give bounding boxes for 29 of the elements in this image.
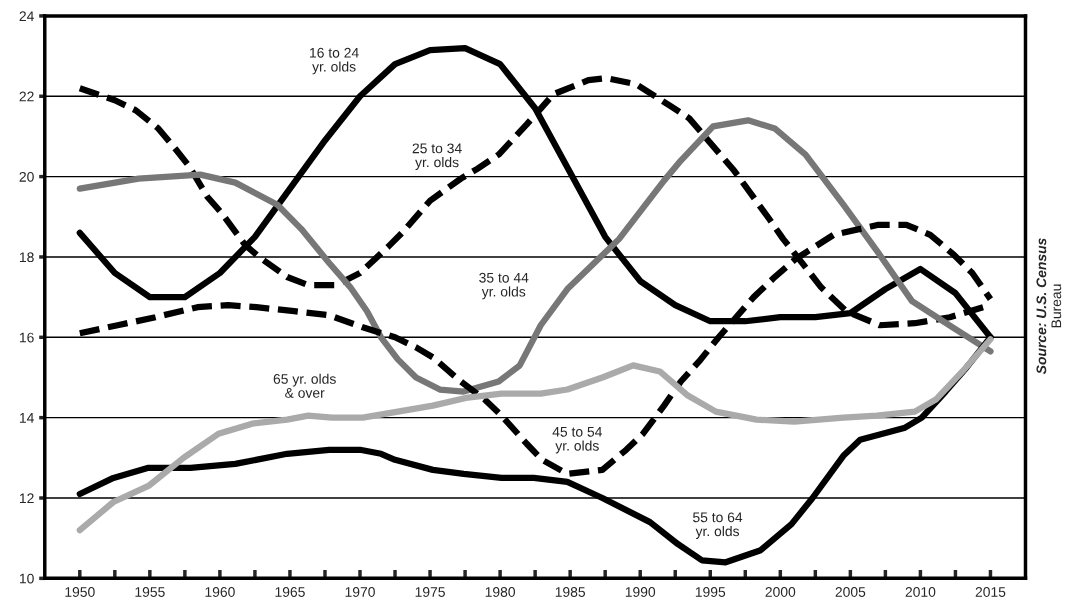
series-label: 16 to 24 yr. olds xyxy=(310,47,359,75)
series-label: 35 to 44 yr. olds xyxy=(479,272,529,300)
source-note: Source: U.S. Census Bureau xyxy=(1036,238,1062,375)
y-tick-label: 24 xyxy=(19,11,34,21)
y-tick-label: 18 xyxy=(19,252,34,263)
x-tick-label: 1980 xyxy=(485,587,516,597)
x-tick-label: 1970 xyxy=(345,587,375,597)
series-label: 65 yr. olds & over xyxy=(273,373,336,398)
x-tick-label: 1950 xyxy=(65,587,95,597)
y-tick-label: 16 xyxy=(19,332,34,343)
x-tick-label: 1985 xyxy=(555,587,586,597)
x-tick-label: 1995 xyxy=(695,587,726,597)
y-tick-label: 14 xyxy=(19,413,34,423)
x-tick-label: 1960 xyxy=(205,587,235,597)
x-tick-label: 2000 xyxy=(765,587,796,597)
x-tick-label: 2015 xyxy=(975,587,1006,597)
series-label: 25 to 34 yr. olds xyxy=(412,143,462,170)
series-label: 45 to 54 yr. olds xyxy=(552,427,602,454)
y-tick-label: 10 xyxy=(19,573,34,584)
x-tick-label: 1965 xyxy=(275,587,305,597)
x-tick-label: 2010 xyxy=(905,587,936,597)
y-tick-label: 20 xyxy=(19,171,34,182)
x-tick-label: 1975 xyxy=(415,587,445,597)
y-tick-label: 22 xyxy=(19,91,34,102)
x-tick-label: 1990 xyxy=(625,587,656,597)
x-tick-label: 1955 xyxy=(135,587,165,597)
x-tick-label: 2005 xyxy=(835,587,866,597)
series-label: 55 to 64 yr. olds xyxy=(693,512,743,539)
y-tick-label: 12 xyxy=(19,493,34,504)
